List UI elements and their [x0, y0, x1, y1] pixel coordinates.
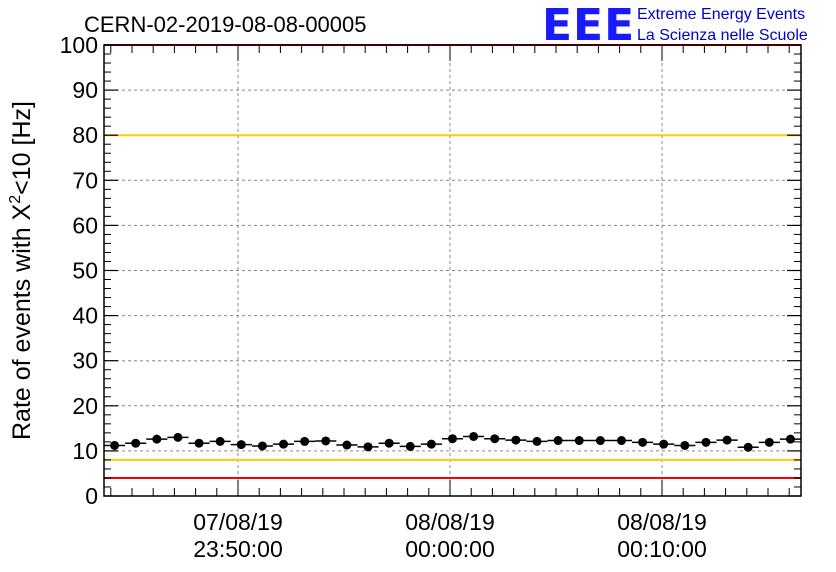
- logo-line-1: Extreme Energy Events: [637, 6, 805, 23]
- data-point: [574, 436, 584, 446]
- data-point: [215, 436, 225, 446]
- data-point: [595, 436, 605, 446]
- y-tick-label: 90: [72, 77, 98, 103]
- x-tick-label-date: 08/08/19: [617, 509, 707, 535]
- data-point: [300, 436, 310, 446]
- chart-title: CERN-02-2019-08-08-00005: [84, 12, 367, 37]
- data-point: [701, 437, 711, 447]
- data-points: [104, 431, 801, 452]
- data-point: [321, 436, 331, 446]
- y-tick-label: 100: [60, 32, 98, 58]
- data-point: [194, 438, 204, 448]
- y-tick-label: 80: [72, 122, 98, 148]
- logo-mark: EEE: [542, 0, 635, 51]
- data-point: [236, 440, 246, 450]
- y-tick-label: 30: [72, 348, 98, 374]
- logo-line-2: La Scienza nelle Scuole: [637, 27, 808, 44]
- data-point: [680, 440, 690, 450]
- y-tick-label: 20: [72, 393, 98, 419]
- y-axis-label-main: Rate of events with X: [8, 203, 36, 440]
- data-point: [743, 442, 753, 452]
- data-point: [532, 436, 542, 446]
- data-point: [764, 437, 774, 447]
- data-point: [152, 434, 162, 444]
- data-point: [490, 434, 500, 444]
- data-point: [785, 434, 795, 444]
- y-tick-label: 70: [72, 167, 98, 193]
- data-point: [469, 431, 479, 441]
- data-point: [110, 440, 120, 450]
- y-axis-label-tail: <10 [Hz]: [8, 101, 36, 195]
- data-point: [363, 442, 373, 452]
- x-tick-label-time: 00:10:00: [617, 536, 707, 562]
- x-tick-label-date: 07/08/19: [193, 509, 283, 535]
- y-axis-label-sup: 2: [7, 195, 24, 204]
- data-point: [257, 441, 267, 451]
- data-point: [279, 439, 289, 449]
- x-tick-label-time: 23:50:00: [193, 536, 283, 562]
- data-point: [511, 435, 521, 445]
- y-tick-label: 60: [72, 212, 98, 238]
- reference-lines: [104, 44, 801, 479]
- data-point: [426, 439, 436, 449]
- y-tick-label: 50: [72, 258, 98, 284]
- data-point: [405, 441, 415, 451]
- x-tick-label-date: 08/08/19: [405, 509, 495, 535]
- data-point: [616, 436, 626, 446]
- data-point: [384, 438, 394, 448]
- data-point: [722, 435, 732, 445]
- grid-layer: [104, 45, 801, 496]
- data-point: [659, 439, 669, 449]
- data-point: [131, 438, 141, 448]
- y-tick-label: 10: [72, 438, 98, 464]
- data-point: [173, 432, 183, 442]
- data-point: [448, 434, 457, 444]
- x-tick-label-time: 00:00:00: [405, 536, 495, 562]
- data-point: [342, 440, 352, 450]
- data-point: [638, 437, 648, 447]
- y-tick-label: 40: [72, 303, 98, 329]
- data-point: [553, 436, 563, 446]
- y-tick-label: 0: [85, 483, 98, 509]
- eee-logo: EEE Extreme Energy Events La Scienza nel…: [542, 0, 808, 51]
- y-axis-label: Rate of events with X2<10 [Hz]: [7, 101, 36, 440]
